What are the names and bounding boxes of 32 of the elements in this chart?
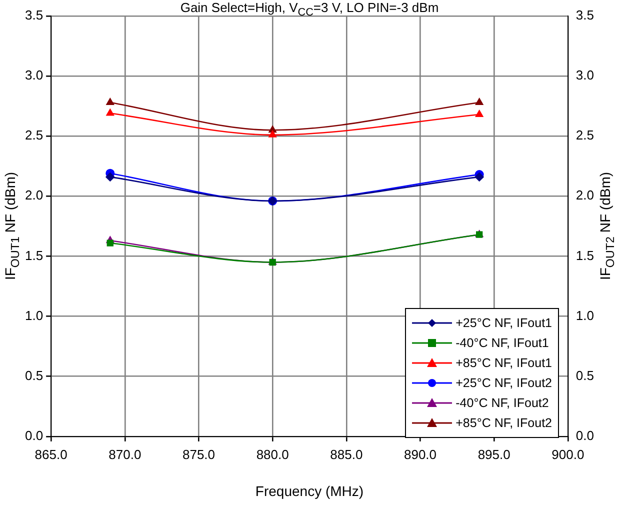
x-axis-title: Frequency (MHz)	[254, 483, 365, 499]
legend-label: +85°C NF, IFout1	[456, 356, 552, 370]
legend-label: +25°C NF, IFout2	[456, 376, 552, 390]
y2-tick-label: 0.5	[576, 368, 594, 383]
x-tick-label: 885.0	[330, 446, 363, 462]
y2-tick-label: 2.0	[576, 188, 594, 203]
y2-tick-label: 1.0	[576, 308, 594, 323]
chart-title: Gain Select=High, V$_{CC}$=3 V, LO PIN=-3 dBm	[180, 0, 439, 19]
y-tick-label: 3.0	[24, 68, 44, 83]
legend-label: -40°C NF, IFout2	[456, 396, 549, 410]
legend-label: -40°C NF, IFout1	[456, 336, 549, 350]
y-tick-label: 2.5	[24, 128, 44, 143]
x-tick-label: 865.0	[34, 446, 68, 462]
y-tick-label: 0.0	[24, 428, 44, 443]
y-tick-label: 2.0	[24, 188, 44, 203]
x-tick-label: 900.0	[552, 446, 584, 462]
y-tick-label: 1.5	[24, 248, 44, 263]
y2-tick-label: 2.5	[576, 128, 594, 143]
y2-tick-label: 0.0	[576, 428, 594, 443]
y2-tick-label: 1.5	[576, 248, 594, 263]
y-tick-label: 3.5	[24, 8, 44, 23]
x-tick-label: 890.0	[404, 446, 437, 462]
y2-tick-label: 3.5	[576, 8, 594, 23]
y-tick-label: 1.0	[24, 308, 44, 323]
x-tick-label: 895.0	[478, 446, 510, 462]
x-tick-label: 875.0	[182, 446, 216, 462]
y2-tick-label: 3.0	[576, 68, 594, 83]
legend-label: +85°C NF, IFout2	[456, 416, 552, 430]
y-tick-label: 0.5	[24, 368, 44, 383]
x-tick-label: 870.0	[108, 446, 142, 462]
x-tick-label: 880.0	[256, 446, 289, 462]
legend-label: +25°C NF, IFout1	[456, 316, 552, 330]
